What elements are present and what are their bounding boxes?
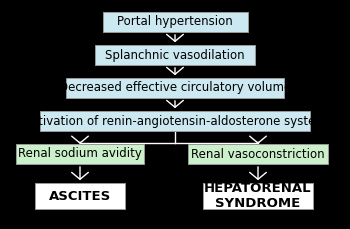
Text: ASCITES: ASCITES	[49, 190, 111, 202]
Bar	[103, 12, 247, 32]
Text: Splanchnic vasodilation: Splanchnic vasodilation	[105, 49, 245, 62]
Bar	[40, 111, 310, 131]
Text: Renal sodium avidity: Renal sodium avidity	[18, 147, 142, 161]
Bar	[95, 45, 255, 65]
Text: Portal hypertension: Portal hypertension	[117, 16, 233, 28]
Bar	[66, 78, 284, 98]
Bar	[35, 183, 125, 209]
Text: Activation of renin-angiotensin-aldosterone system: Activation of renin-angiotensin-aldoster…	[23, 114, 327, 128]
Bar	[16, 144, 144, 164]
Text: Decreased effective circulatory volume: Decreased effective circulatory volume	[59, 82, 291, 95]
Text: HEPATORENAL
SYNDROME: HEPATORENAL SYNDROME	[204, 182, 312, 210]
Bar	[203, 183, 313, 209]
Bar	[188, 144, 328, 164]
Text: Renal vasoconstriction: Renal vasoconstriction	[191, 147, 325, 161]
